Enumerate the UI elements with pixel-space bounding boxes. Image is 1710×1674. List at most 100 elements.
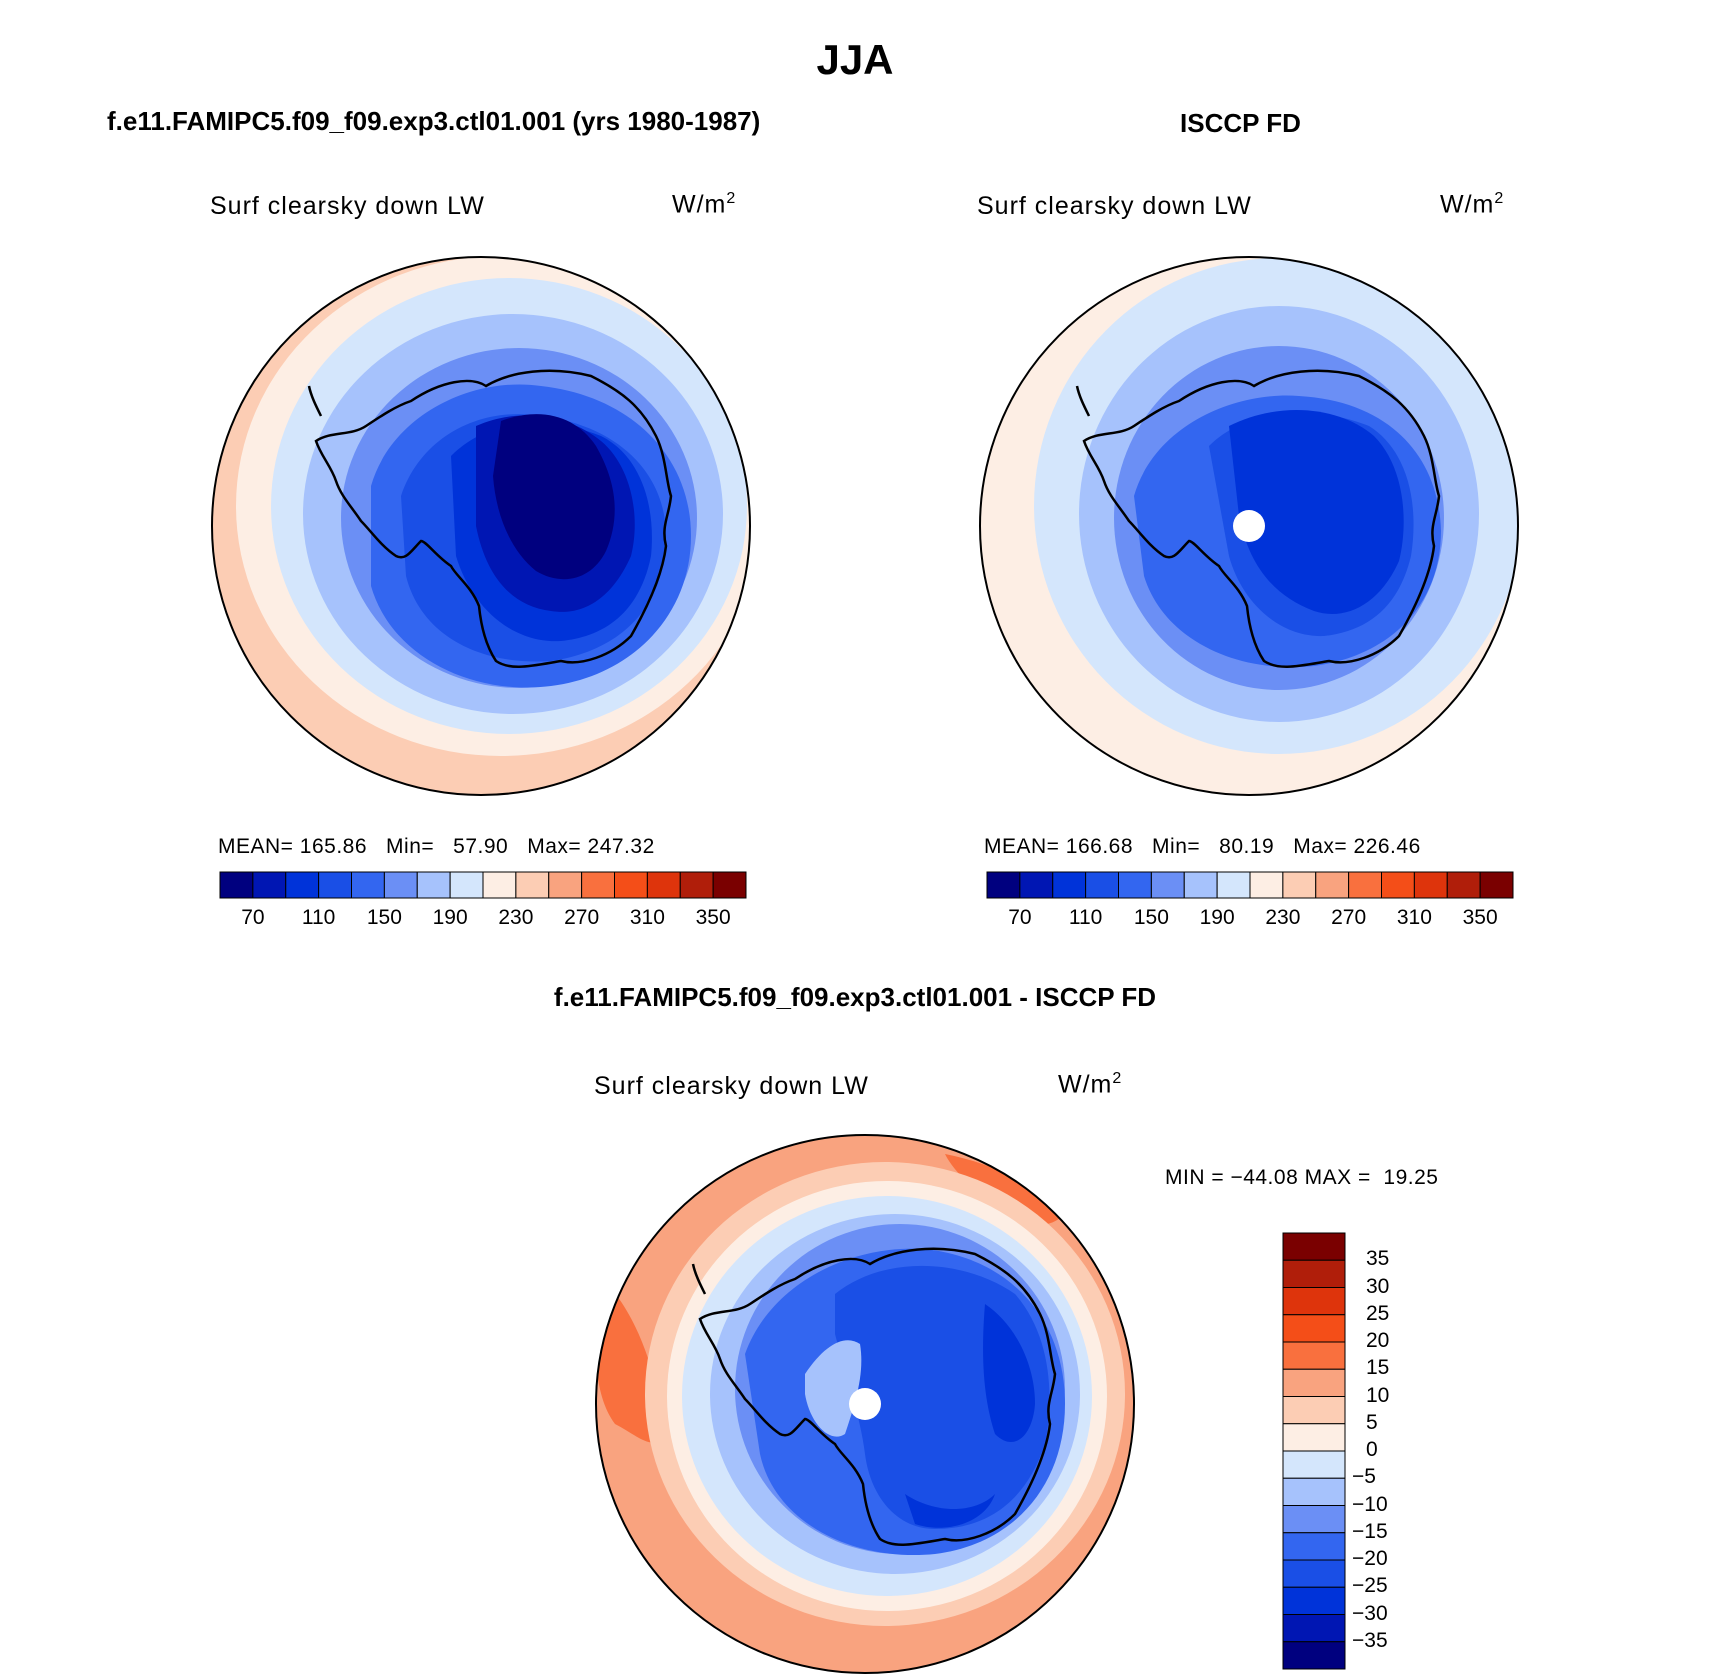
obs-colorbar-tick-label: 190 (1199, 906, 1235, 929)
diff-colorbar-swatch (1282, 1505, 1346, 1534)
diff-colorbar-swatch (1282, 1559, 1346, 1588)
model-colorbar-swatch (285, 871, 320, 899)
diff-colorbar-tick-label: −35 (1352, 1628, 1388, 1652)
model-colorbar-swatch (318, 871, 352, 899)
diff-stats: MIN = −44.08 MAX = 19.25 (1165, 1166, 1439, 1189)
diff-colorbar-swatch (1282, 1232, 1346, 1261)
diff-colorbar-swatch (1282, 1641, 1346, 1670)
diff-colorbar-tick-label: 25 (1366, 1301, 1390, 1325)
obs-colorbar-swatch (1282, 871, 1317, 899)
diff-colorbar-swatch (1282, 1287, 1346, 1316)
diff-colorbar-tick-label: −10 (1352, 1492, 1388, 1516)
obs-colorbar (986, 871, 1514, 899)
model-colorbar-tick-label: 150 (366, 906, 402, 929)
model-panel-title: f.e11.FAMIPC5.f09_f09.exp3.ctl01.001 (yr… (107, 106, 761, 136)
model-map-border (211, 256, 751, 796)
obs-stats: MEAN= 166.68 Min= 80.19 Max= 226.46 (984, 835, 1421, 858)
model-colorbar-swatch (482, 871, 517, 899)
model-colorbar-tick-label: 310 (629, 906, 665, 929)
obs-colorbar-swatch (1479, 871, 1514, 899)
obs-colorbar-swatch (1118, 871, 1152, 899)
diff-colorbar-tick-label: 10 (1366, 1383, 1390, 1407)
obs-colorbar-swatch (1052, 871, 1087, 899)
model-colorbar-swatch (219, 871, 254, 899)
obs-colorbar-ticks: 70 110 150 190 230 270 310 350 (987, 906, 1513, 936)
model-peninsula-tip (307, 385, 323, 417)
model-colorbar-swatch (416, 871, 451, 899)
model-colorbar-tick-label: 230 (498, 906, 534, 929)
diff-colorbar-tick-label: 35 (1366, 1247, 1390, 1271)
diff-weak-patch-center (805, 1340, 862, 1437)
model-colorbar-tick-label: 110 (301, 906, 336, 929)
diff-colorbar-tick-label: 20 (1366, 1329, 1390, 1352)
diff-positive-patch-north (945, 1154, 1065, 1225)
model-colorbar (219, 871, 747, 899)
diff-colorbar-swatch (1282, 1477, 1346, 1506)
page-title: JJA (816, 36, 894, 83)
model-colorbar-swatch (712, 871, 747, 899)
model-variable-label: Surf clearsky down LW (210, 192, 485, 220)
diff-colorbar-tick-label: −5 (1352, 1465, 1376, 1489)
obs-antarctica-coastline (1082, 369, 1441, 669)
diff-colorbar-tick-label: 15 (1366, 1356, 1390, 1380)
obs-peninsula-tip (1075, 385, 1091, 417)
diff-units-label: W/m2 (1058, 1070, 1123, 1099)
diff-colorbar-tick-label: 5 (1366, 1410, 1378, 1434)
obs-colorbar-swatch (1315, 871, 1350, 899)
obs-panel-title: ISCCP FD (1180, 108, 1301, 138)
model-antarctica-coastline (314, 369, 673, 669)
obs-colorbar-swatch (1249, 871, 1284, 899)
model-units-label: W/m2 (672, 190, 737, 219)
diff-colorbar-swatch (1282, 1586, 1346, 1615)
obs-units-label: W/m2 (1440, 190, 1505, 219)
obs-pole-hole (1233, 510, 1265, 542)
diff-colorbar-tick-label: −15 (1352, 1519, 1388, 1543)
obs-colorbar-swatch (1019, 871, 1054, 899)
diff-pole-hole (849, 1388, 881, 1420)
obs-colorbar-swatch (1216, 871, 1251, 899)
model-colorbar-swatch (515, 871, 550, 899)
diff-band-neg30-east (983, 1304, 1035, 1443)
model-polar-map (211, 256, 751, 796)
model-colorbar-swatch (252, 871, 287, 899)
model-colorbar-swatch (383, 871, 418, 899)
diff-variable-label: Surf clearsky down LW (594, 1072, 869, 1100)
diff-antarctica-coastline (698, 1247, 1057, 1547)
model-colorbar-tick-label: 350 (695, 906, 731, 929)
diff-panel-title: f.e11.FAMIPC5.f09_f09.exp3.ctl01.001 - I… (553, 982, 1157, 1012)
obs-map-border (979, 256, 1519, 796)
obs-colorbar-swatch (1150, 871, 1185, 899)
obs-colorbar-tick-label: 310 (1396, 906, 1432, 929)
diff-colorbar (1282, 1232, 1346, 1670)
diff-colorbar-tick-label: 0 (1366, 1438, 1378, 1461)
model-colorbar-swatch (548, 871, 583, 899)
obs-colorbar-tick-label: 70 (1008, 906, 1032, 929)
obs-colorbar-swatch (986, 871, 1021, 899)
model-colorbar-swatch (449, 871, 484, 899)
model-colorbar-swatch (646, 871, 681, 899)
diff-band-neg30-south (905, 1494, 995, 1528)
diff-colorbar-swatch (1282, 1423, 1346, 1452)
obs-band-110 (1229, 409, 1404, 614)
model-colorbar-swatch (581, 871, 615, 899)
model-colorbar-swatch (679, 871, 714, 899)
obs-colorbar-tick-label: 270 (1331, 906, 1367, 929)
diff-peninsula-tip (691, 1263, 707, 1295)
diff-polar-map (595, 1134, 1135, 1674)
diff-colorbar-swatch (1282, 1532, 1346, 1561)
diff-colorbar-swatch (1282, 1450, 1346, 1479)
model-colorbar-tick-label: 270 (564, 906, 600, 929)
obs-colorbar-swatch (1085, 871, 1119, 899)
diff-colorbar-tick-label: −20 (1352, 1547, 1388, 1570)
model-colorbar-tick-label: 190 (432, 906, 468, 929)
obs-polar-map (979, 256, 1519, 796)
diff-colorbar-swatch (1282, 1368, 1346, 1397)
model-colorbar-tick-label: 70 (241, 906, 265, 929)
diff-colorbar-tick-label: −30 (1352, 1601, 1388, 1625)
diff-colorbar-swatch (1282, 1259, 1346, 1288)
diff-colorbar-swatch (1282, 1341, 1346, 1370)
obs-colorbar-tick-label: 350 (1462, 906, 1498, 929)
obs-colorbar-swatch (1348, 871, 1382, 899)
obs-colorbar-swatch (1381, 871, 1415, 899)
diff-colorbar-swatch (1282, 1614, 1346, 1643)
